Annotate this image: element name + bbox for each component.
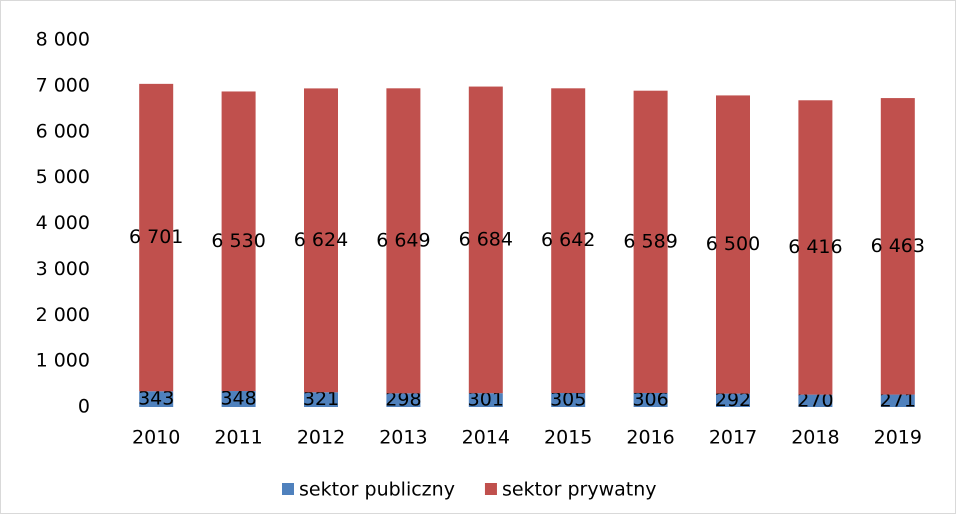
bar-segment <box>386 393 421 407</box>
legend-swatch <box>484 483 497 495</box>
bar-segment <box>798 100 833 395</box>
data-label: 6 649 <box>376 229 430 251</box>
bar-segment <box>880 394 915 407</box>
x-tick-label: 2012 <box>297 427 345 449</box>
data-label: 305 <box>550 389 586 411</box>
y-tick-label: 3 000 <box>36 258 90 280</box>
data-label: 348 <box>220 388 256 410</box>
bar-segment <box>880 98 915 395</box>
data-label: 298 <box>385 389 421 411</box>
x-tick-label: 2011 <box>214 427 262 449</box>
bar-segment <box>468 393 503 407</box>
y-tick-label: 5 000 <box>36 166 90 188</box>
legend-label: sektor publiczny <box>299 479 455 501</box>
y-tick-label: 0 <box>78 396 90 418</box>
y-tick-label: 1 000 <box>36 350 90 372</box>
bar-segment <box>139 83 174 392</box>
bar-segment <box>221 91 256 392</box>
data-label: 301 <box>468 389 504 411</box>
bar-segment <box>551 88 586 394</box>
bar-segment <box>221 391 256 407</box>
data-label: 321 <box>303 388 339 410</box>
data-label: 6 701 <box>129 226 183 248</box>
x-tick-label: 2010 <box>132 427 180 449</box>
x-tick-label: 2014 <box>462 427 510 449</box>
bar-segment <box>468 86 503 394</box>
bar-segment <box>386 88 421 394</box>
bar-segment <box>304 392 338 407</box>
y-tick-label: 6 000 <box>36 120 90 142</box>
data-label: 6 624 <box>294 229 348 251</box>
x-tick-label: 2019 <box>874 427 922 449</box>
x-tick-label: 2013 <box>379 427 427 449</box>
bar-segment <box>633 392 668 407</box>
data-label: 271 <box>880 389 916 411</box>
data-label: 6 589 <box>623 230 677 252</box>
data-label: 6 463 <box>871 235 925 257</box>
bar-segment <box>633 90 668 393</box>
data-label: 6 642 <box>541 229 595 251</box>
data-label: 6 416 <box>788 236 842 258</box>
bar-segment <box>304 88 338 393</box>
x-tick-label: 2017 <box>709 427 757 449</box>
data-label: 270 <box>797 389 833 411</box>
data-label: 292 <box>715 389 751 411</box>
legend-swatch <box>282 483 294 495</box>
data-label: 343 <box>138 388 174 410</box>
bar-segment <box>716 95 750 394</box>
legend-label: sektor prywatny <box>502 479 657 501</box>
data-label: 6 684 <box>459 228 513 250</box>
y-tick-label: 4 000 <box>36 212 90 234</box>
x-tick-label: 2018 <box>791 427 839 449</box>
data-label: 6 500 <box>706 233 760 255</box>
data-label: 306 <box>632 388 668 410</box>
x-tick-label: 2016 <box>626 427 674 449</box>
y-tick-label: 2 000 <box>36 304 90 326</box>
y-tick-label: 7 000 <box>36 74 90 96</box>
x-tick-label: 2015 <box>544 427 592 449</box>
y-tick-label: 8 000 <box>36 29 90 51</box>
bar-segment <box>716 393 750 407</box>
bar-segment <box>551 393 586 407</box>
data-label: 6 530 <box>211 230 265 252</box>
bar-segment <box>139 391 174 407</box>
bar-segment <box>798 394 833 407</box>
